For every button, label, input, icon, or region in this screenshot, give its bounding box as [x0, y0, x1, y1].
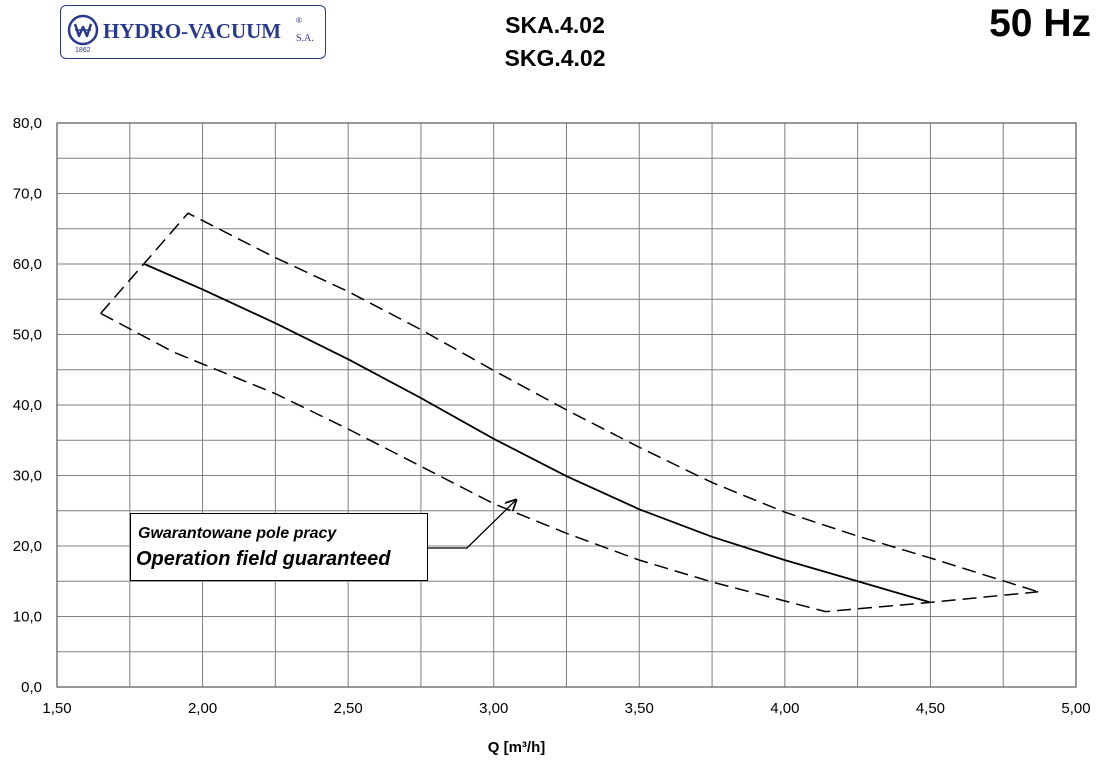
y-tick-label: 40,0	[13, 397, 42, 414]
frequency-label: 50 Hz	[989, 2, 1091, 45]
y-tick-label: 70,0	[13, 186, 42, 203]
model-name-primary: SKA.4.02	[505, 12, 605, 38]
x-tick-label: 5,00	[1061, 700, 1090, 717]
x-tick-label: 4,00	[770, 700, 799, 717]
logo-registered-mark: ®	[296, 16, 302, 25]
annotation-line-english: Operation field guaranteed	[136, 548, 391, 570]
logo-year: 1862	[75, 47, 91, 54]
x-tick-label: 2,50	[334, 700, 363, 717]
x-tick-label: 1,50	[42, 700, 71, 717]
annotation-line-polish: Gwarantowane pole pracy	[138, 525, 337, 542]
annotation-leader-arrow	[428, 500, 516, 549]
x-axis-label: Q [m³/h]	[488, 739, 546, 756]
y-tick-label: 20,0	[13, 538, 42, 555]
x-tick-label: 3,50	[625, 700, 654, 717]
logo-brand-text: HYDRO-VACUUM	[103, 19, 282, 43]
y-tick-label: 50,0	[13, 327, 42, 344]
nominal-curve-line	[143, 263, 931, 604]
plot-frame	[56, 122, 1077, 688]
y-tick-label: 30,0	[13, 468, 42, 485]
x-tick-label: 3,00	[479, 700, 508, 717]
company-logo: HYDRO-VACUUM ® S.A. 1862	[60, 5, 326, 59]
y-tick-label: 60,0	[13, 256, 42, 273]
model-name-secondary: SKG.4.02	[504, 45, 606, 71]
annotation-box: Gwarantowane pole pracy Operation field …	[130, 513, 428, 581]
y-tick-label: 0,0	[21, 679, 42, 696]
operating-field-boundary-line	[100, 212, 1039, 593]
y-tick-label: 10,0	[13, 609, 42, 626]
logo-suffix: S.A.	[296, 33, 314, 44]
logo-emblem-icon	[67, 14, 99, 46]
operating-field-boundary-line	[100, 312, 1039, 613]
x-tick-label: 2,00	[188, 700, 217, 717]
x-tick-label: 4,50	[916, 700, 945, 717]
y-tick-label: 80,0	[13, 115, 42, 132]
